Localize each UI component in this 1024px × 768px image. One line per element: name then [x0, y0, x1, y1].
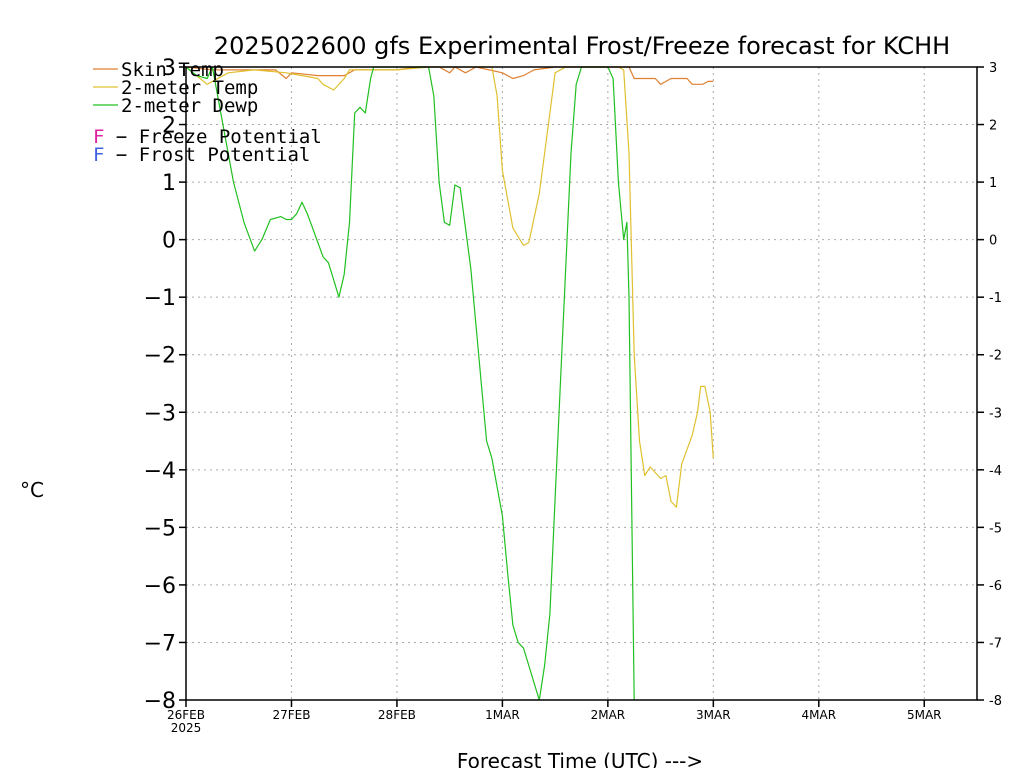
y-tick-label: 1	[162, 171, 176, 196]
series-line-2-meter-temp	[185, 66, 714, 508]
x-tick-sublabel: 2025	[171, 721, 202, 735]
x-tick-label: 5MAR	[907, 708, 942, 722]
y-tick-label: 3	[162, 56, 176, 81]
y-tick-label: −6	[144, 574, 176, 599]
y-tick-label-right: -5	[989, 521, 1002, 536]
x-tick-label: 1MAR	[485, 708, 520, 722]
y-tick-label: −4	[144, 459, 176, 484]
y-tick-label-right: -1	[989, 291, 1002, 306]
plot-frame	[185, 66, 978, 701]
y-tick-label-right: 3	[989, 61, 997, 76]
y-tick-label-right: -3	[989, 406, 1002, 421]
y-tick-label-right: -2	[989, 349, 1002, 364]
x-tick-label: 4MAR	[802, 708, 837, 722]
x-tick-label: 26FEB	[167, 708, 205, 722]
y-axis-label: °C	[20, 478, 44, 502]
y-tick-label-right: 1	[989, 176, 997, 191]
y-tick-label-right: -7	[989, 636, 1002, 651]
y-tick-label: 0	[162, 229, 176, 254]
chart-title: 2025022600 gfs Experimental Frost/Freeze…	[214, 32, 950, 60]
y-tick-label-right: 2	[989, 119, 997, 134]
potential-legend-item: F − Freeze Potential	[93, 126, 322, 148]
y-tick-label: −3	[144, 401, 176, 426]
series-lines	[185, 66, 714, 701]
x-tick-label: 28FEB	[378, 708, 416, 722]
potential-label: − Freeze Potential	[104, 126, 321, 148]
y-tick-label-right: -4	[989, 464, 1002, 479]
y-tick-label: −5	[144, 516, 176, 541]
y-tick-label: −8	[144, 689, 176, 714]
y-tick-label-right: -8	[989, 694, 1002, 709]
series-line-skin-temp	[185, 66, 714, 85]
potential-label: − Frost Potential	[104, 144, 310, 166]
series-line-2-meter-dewp	[185, 66, 635, 701]
legend-label: 2-meter Temp	[121, 77, 258, 99]
legend-label: 2-meter Dewp	[121, 95, 258, 117]
y-tick-label: 2	[162, 114, 176, 139]
legend-label: Skin Temp	[121, 59, 224, 81]
y-axis-left: −8 −7 −6 −5 −4 −3 −2 −1 0 1 2 3	[144, 56, 186, 714]
x-tick-label: 27FEB	[272, 708, 310, 722]
x-tick-label: 2MAR	[591, 708, 626, 722]
y-tick-label: −2	[144, 344, 176, 369]
y-tick-label: −7	[144, 631, 176, 656]
potential-marker: F	[93, 126, 104, 148]
x-tick-label: 3MAR	[696, 708, 731, 722]
y-tick-label: −1	[144, 286, 176, 311]
potential-legend-item: F − Frost Potential	[93, 144, 310, 166]
potential-marker: F	[93, 144, 104, 166]
y-tick-label-right: -6	[989, 579, 1002, 594]
y-tick-label-right: 0	[989, 234, 997, 249]
x-axis-label: Forecast Time (UTC) --->	[457, 749, 703, 768]
y-axis-right: -8 -7 -6 -5 -4 -3 -2 -1 0 1 2 3	[977, 61, 1002, 709]
